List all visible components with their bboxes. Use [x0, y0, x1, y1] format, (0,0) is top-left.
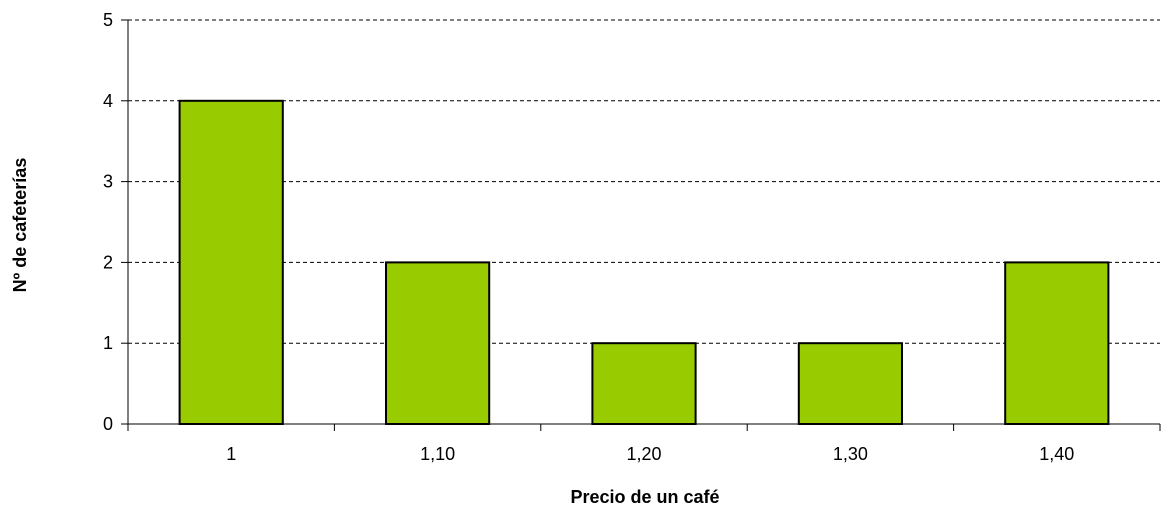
- x-tick-label: 1,10: [420, 444, 455, 464]
- bar: [797, 342, 903, 426]
- x-tick-label: 1: [226, 444, 236, 464]
- bar: [178, 99, 284, 426]
- gridlines: [128, 19, 1160, 344]
- x-axis-title: Precio de un café: [570, 487, 719, 507]
- y-axis-title: Nº de cafeterías: [10, 158, 30, 293]
- x-tick-label: 1,30: [833, 444, 868, 464]
- bar: [1004, 261, 1110, 425]
- bar: [591, 342, 697, 426]
- axes: [121, 19, 1161, 431]
- y-tick-label: 1: [103, 333, 113, 353]
- bars: [178, 99, 1110, 426]
- bar: [385, 261, 491, 425]
- y-tick-label: 5: [103, 10, 113, 30]
- y-tick-label: 3: [103, 172, 113, 192]
- x-tick-label: 1,40: [1039, 444, 1074, 464]
- y-tick-label: 0: [103, 414, 113, 434]
- x-tick-label: 1,20: [626, 444, 661, 464]
- y-tick-label: 2: [103, 252, 113, 272]
- x-tick-labels: 1 1,10 1,20 1,30 1,40: [226, 444, 1074, 464]
- y-tick-labels: 0 1 2 3 4 5: [103, 10, 113, 434]
- y-tick-label: 4: [103, 91, 113, 111]
